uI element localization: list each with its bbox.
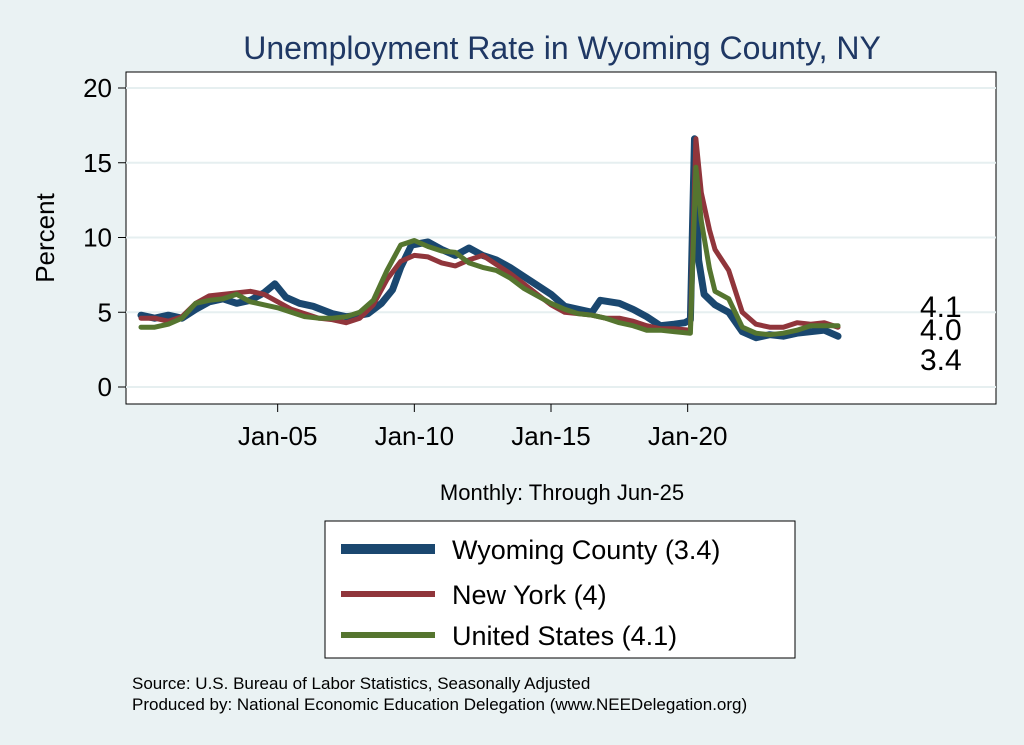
x-tick-label: Jan-20 bbox=[648, 421, 728, 451]
y-tick-label: 5 bbox=[98, 297, 112, 327]
source-note: Source: U.S. Bureau of Labor Statistics,… bbox=[132, 674, 590, 693]
x-axis: Jan-05 Jan-10 Jan-15 Jan-20 bbox=[238, 404, 728, 451]
legend-label-1: New York (4) bbox=[452, 580, 607, 610]
x-tick-label: Jan-05 bbox=[238, 421, 318, 451]
x-axis-note: Monthly: Through Jun-25 bbox=[440, 480, 684, 505]
y-tick-label: 10 bbox=[83, 223, 112, 253]
produced-by-note: Produced by: National Economic Education… bbox=[132, 695, 747, 714]
y-tick-label: 20 bbox=[83, 73, 112, 103]
x-tick-label: Jan-15 bbox=[511, 421, 591, 451]
legend: Wyoming County (3.4) New York (4) United S… bbox=[324, 520, 796, 659]
chart-title: Unemployment Rate in Wyoming County, NY bbox=[243, 30, 881, 66]
end-label-0: 3.4 bbox=[920, 344, 962, 377]
series-line-2 bbox=[138, 164, 841, 338]
y-tick-label: 0 bbox=[98, 372, 112, 402]
x-tick-label: Jan-10 bbox=[375, 421, 455, 451]
legend-label-2: United States (4.1) bbox=[452, 621, 677, 651]
end-label-1: 4.0 bbox=[920, 314, 962, 347]
series-line-1 bbox=[138, 136, 841, 333]
series-lines bbox=[137, 135, 842, 342]
end-labels: 4.14.03.4 bbox=[920, 291, 962, 377]
y-axis: 0 5 10 15 20 bbox=[83, 73, 126, 402]
series-line-0 bbox=[137, 135, 842, 342]
y-tick-label: 15 bbox=[83, 148, 112, 178]
y-axis-title: Percent bbox=[30, 192, 60, 282]
legend-label-0: Wyoming County (3.4) bbox=[452, 535, 720, 565]
end-label-2: 4.1 bbox=[920, 291, 962, 324]
